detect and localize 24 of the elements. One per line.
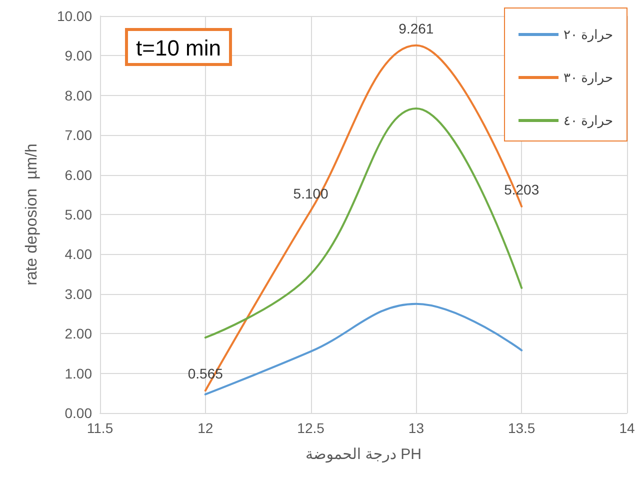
y-tick-label: 5.00 [64,206,92,222]
annotation: t=10 min [136,36,221,60]
y-tick-label: 3.00 [64,286,92,302]
y-tick-label: 8.00 [64,87,92,104]
x-tick-label: 12 [198,420,214,436]
y-tick-label: 6.00 [64,166,92,183]
legend-label: حرارة ٣٠ [564,70,614,86]
x-tick-label: 13.5 [508,420,536,436]
x-tick-label: 12.5 [297,420,325,436]
data-label: 9.261 [398,20,434,36]
legend-label: حرارة ٤٠ [564,113,614,129]
y-tick-label: 7.00 [64,127,92,144]
x-tick-label: 13 [408,420,424,436]
y-tick-label: 1.00 [64,365,92,382]
y-axis-title: rate deposion µm/h [24,144,40,286]
x-axis-title: درجة الحموضة PH [305,446,422,463]
legend-label: حرارة ٢٠ [564,27,614,43]
y-tick-label: 0.00 [64,405,92,421]
y-tick-label: 2.00 [64,326,92,342]
x-tick-label: 11.5 [86,420,114,436]
y-tick-label: 10.00 [56,8,92,24]
y-tick-label: 9.00 [64,48,92,64]
y-tick-label: 4.00 [64,246,92,262]
x-tick-label: 14 [619,420,635,436]
